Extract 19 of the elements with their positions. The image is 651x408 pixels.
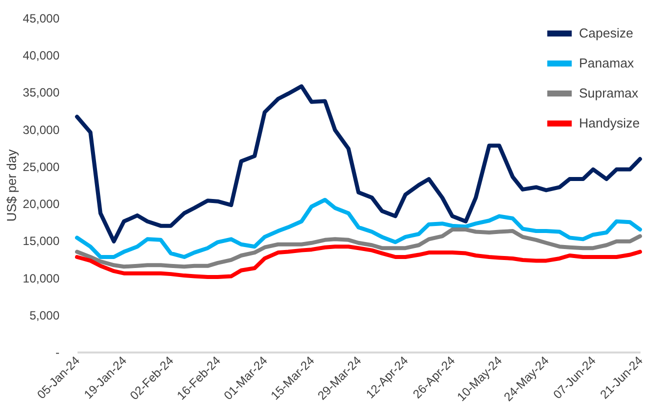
y-tick-label: 25,000 [22,160,60,174]
y-axis-title: US$ per day [4,148,19,222]
y-tick-label: - [56,346,60,360]
legend-label: Capesize [579,26,634,40]
y-tick-label: 40,000 [22,48,60,63]
legend-label: Supramax [579,86,639,100]
line-series [75,244,642,280]
legend-label: Handysize [579,116,640,130]
y-tick-label: 20,000 [22,197,60,212]
legend-label: Panamax [579,56,634,70]
y-tick-label: 10,000 [22,271,60,286]
line-series [75,228,642,269]
y-tick-label: 15,000 [22,234,60,248]
line-series [75,198,642,259]
y-tick-label: 35,000 [22,86,60,100]
y-tick-label: 45,000 [22,12,60,26]
y-tick-label: 5,000 [29,308,60,322]
line-series [75,84,642,244]
y-tick-label: 30,000 [22,122,60,137]
